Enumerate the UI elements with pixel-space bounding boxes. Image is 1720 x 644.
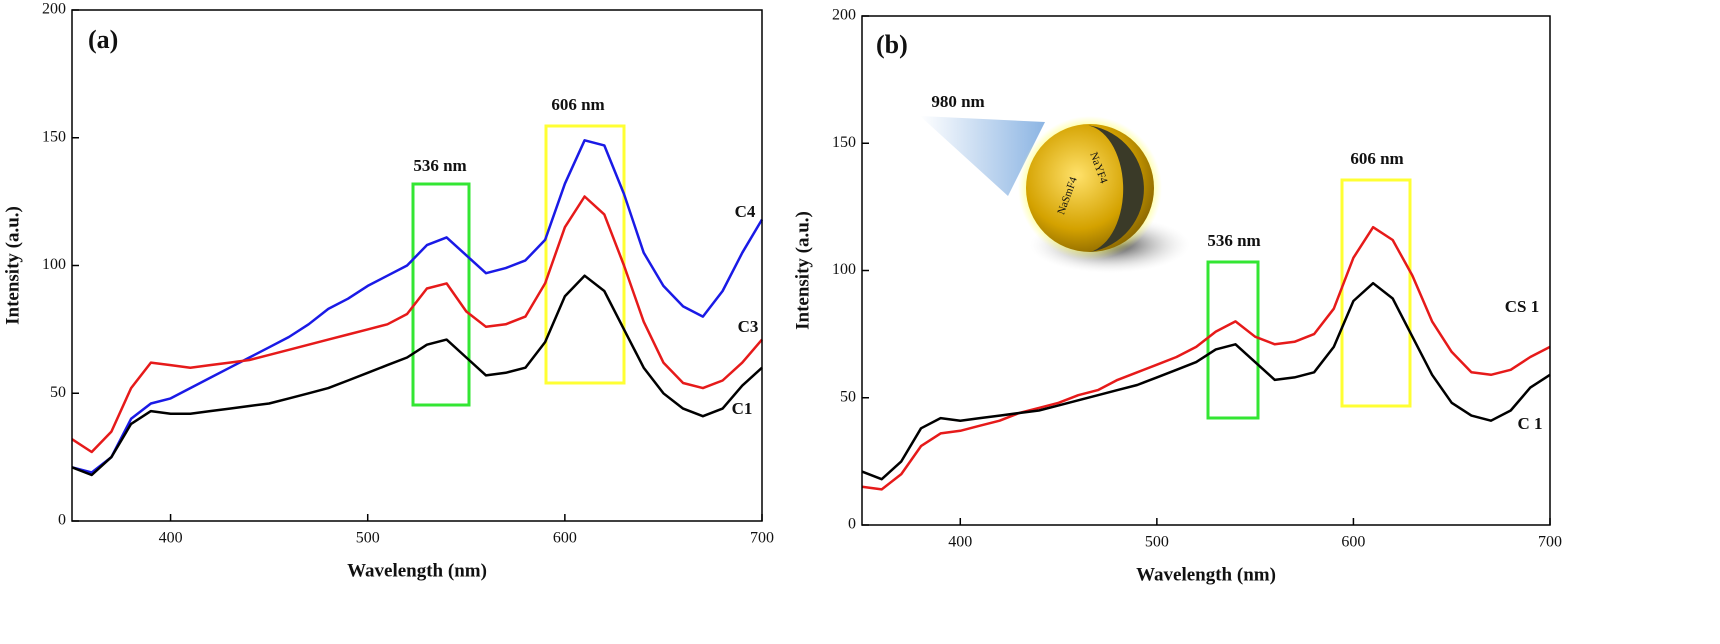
y-tick-label: 0: [848, 516, 856, 533]
y-axis-label: Intensity (a.u.): [2, 206, 23, 325]
annotation: 606 nm: [1350, 149, 1403, 168]
series-line: [861, 281, 1551, 481]
x-axis-label: Wavelength (nm): [347, 560, 487, 581]
y-tick-label: 100: [832, 261, 856, 278]
x-tick-label: 700: [750, 530, 774, 547]
annotation: 980 nm: [931, 92, 984, 111]
highlight-box: [544, 124, 626, 385]
series-line: [861, 225, 1551, 491]
series-line: [71, 274, 763, 477]
y-tick-label: 200: [42, 1, 66, 18]
x-tick-label: 500: [1145, 534, 1169, 551]
highlight-box: [1340, 178, 1412, 408]
panel-label: (a): [88, 25, 118, 54]
plot-frame: [71, 9, 763, 522]
sphere-cut: [1085, 125, 1144, 252]
annotation: 536 nm: [1207, 231, 1260, 250]
annotation: 536 nm: [413, 156, 466, 175]
y-axis-label: Intensity (a.u.): [792, 211, 813, 330]
y-tick-label: 50: [50, 384, 66, 401]
series-line: [71, 139, 764, 474]
x-tick-label: 600: [1341, 534, 1365, 551]
highlight-box: [411, 182, 471, 407]
x-tick-label: 400: [948, 534, 972, 551]
series-label: CS 1: [1505, 297, 1539, 316]
y-tick-label: 100: [42, 256, 66, 273]
x-axis-label: Wavelength (nm): [1136, 564, 1276, 585]
highlight-box: [1206, 260, 1260, 420]
x-tick-label: 400: [159, 530, 183, 547]
series-label: C3: [738, 317, 759, 336]
x-tick-label: 500: [356, 530, 380, 547]
y-tick-label: 200: [832, 7, 856, 24]
series-label: C 1: [1517, 414, 1542, 433]
y-tick-label: 150: [832, 134, 856, 151]
x-tick-label: 700: [1538, 534, 1562, 551]
y-tick-label: 50: [840, 388, 856, 405]
series-label: C1: [732, 399, 753, 418]
annotation: 606 nm: [551, 95, 604, 114]
y-tick-label: 0: [58, 512, 66, 529]
y-tick-label: 150: [42, 128, 66, 145]
x-tick-label: 600: [553, 530, 577, 547]
laser-beam: [920, 116, 1045, 196]
series-line: [71, 195, 763, 454]
inset: [920, 116, 1190, 273]
series-label: C4: [735, 202, 756, 221]
panel-label: (b): [876, 30, 908, 59]
